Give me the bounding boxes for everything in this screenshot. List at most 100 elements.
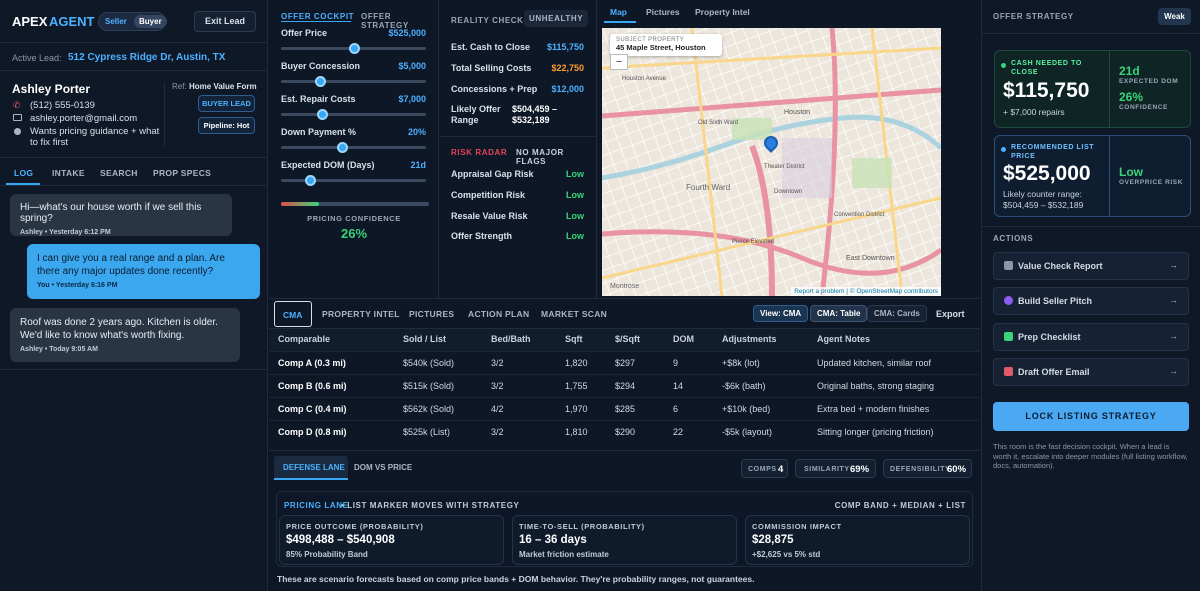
tab-search[interactable]: SEARCH: [100, 168, 138, 178]
lead-email[interactable]: ashley.porter@gmail.com: [30, 113, 138, 124]
table-row[interactable]: Comp B (0.6 mi) $515k (Sold) 3/2 1,755 $294 1…: [269, 374, 980, 397]
tab-dom-vs-price[interactable]: DOM VS PRICE: [354, 463, 413, 472]
tab-defense-lane[interactable]: DEFENSE LANE: [274, 456, 348, 478]
export-button[interactable]: Export: [936, 309, 965, 319]
buyer-toggle[interactable]: Buyer: [134, 15, 167, 28]
strength-badge: Weak: [1158, 8, 1191, 25]
tab-action-plan[interactable]: ACTION PLAN: [468, 309, 530, 319]
resale-risk-value: Low: [566, 211, 584, 221]
tab-pictures-cma[interactable]: PICTURES: [409, 309, 455, 319]
slider-handle[interactable]: [305, 175, 316, 186]
tab-offer-strategy[interactable]: OFFER STRATEGY: [361, 12, 409, 30]
tab-cma-label: CMA: [283, 310, 303, 320]
slider-row: Down Payment % 20%: [281, 127, 426, 137]
table-row[interactable]: Comp D (0.8 mi) $525k (List) 3/2 1,810 $290 2…: [269, 420, 980, 443]
slider-track[interactable]: [281, 43, 426, 54]
tab-property-intel[interactable]: Property Intel: [695, 7, 750, 17]
slider-handle[interactable]: [348, 43, 360, 54]
tab-property-intel-cma[interactable]: PROPERTY INTEL: [322, 309, 400, 319]
message-outgoing: I can give you a real range and a plan. …: [27, 244, 260, 299]
tab-pictures[interactable]: Pictures: [646, 7, 680, 17]
table-cell: Comp D (0.8 mi): [278, 427, 347, 437]
map-view[interactable]: Houston Fourth Ward Theater District Dow…: [602, 28, 941, 296]
buyer-lead-badge[interactable]: BUYER LEAD: [198, 95, 255, 112]
value-check-report-button[interactable]: Value Check Report →: [993, 252, 1189, 280]
tab-cma[interactable]: CMA: [274, 301, 312, 327]
likely-offer-value: $504,459 – $532,189: [512, 104, 558, 125]
slider-track[interactable]: [281, 142, 426, 153]
phone-icon: ✆: [13, 100, 21, 110]
strategy-title: OFFER STRATEGY: [993, 12, 1074, 21]
likely-offer-label: Likely Offer Range: [451, 104, 501, 125]
table-cell: $540k (Sold): [403, 358, 455, 368]
cash-needed-value: $115,750: [1003, 79, 1090, 102]
defensibility-stat: DEFENSIBILITY 60%: [883, 459, 972, 478]
cma-cards-button[interactable]: CMA: Cards: [867, 305, 927, 322]
commission-label: COMMISSION IMPACT: [752, 522, 842, 531]
resale-risk-label: Resale Value Risk: [451, 211, 528, 221]
concessions-value: $12,000: [551, 84, 584, 94]
slider-handle[interactable]: [316, 109, 328, 120]
exit-lead-button[interactable]: Exit Lead: [194, 11, 256, 32]
health-status-badge: UNHEALTHY: [524, 10, 589, 27]
tab-prop-specs[interactable]: PROP SPECS: [153, 168, 212, 178]
slider-track[interactable]: [281, 109, 426, 120]
table-cell: +$8k (lot): [722, 358, 760, 368]
slider-handle[interactable]: [336, 142, 348, 153]
slider-label: Buyer Concession: [281, 61, 361, 71]
offer-cockpit-panel: OFFER COCKPIT OFFER STRATEGY Offer Price…: [269, 0, 439, 298]
column-header[interactable]: DOM: [673, 334, 694, 344]
build-seller-pitch-button[interactable]: Build Seller Pitch →: [993, 287, 1189, 315]
competition-risk-value: Low: [566, 190, 584, 200]
tab-defense-lane-label: DEFENSE LANE: [283, 463, 345, 472]
active-lead-label: Active Lead:: [12, 53, 62, 63]
column-header[interactable]: Agent Notes: [817, 334, 871, 344]
column-header[interactable]: $/Sqft: [615, 334, 641, 344]
arrow-right-icon: →: [1169, 331, 1178, 341]
tab-offer-cockpit[interactable]: OFFER COCKPIT: [281, 12, 355, 21]
column-header[interactable]: Comparable: [278, 334, 331, 344]
zoom-out-button[interactable]: −: [610, 54, 628, 70]
view-cma-button[interactable]: View: CMA: [753, 305, 809, 322]
comps-value: 4: [778, 464, 784, 475]
subject-property-card[interactable]: SUBJECT PROPERTY 45 Maple Street, Housto…: [610, 34, 722, 61]
role-toggle: Seller Buyer: [98, 12, 167, 31]
table-cell: 6: [673, 404, 679, 414]
slider-track[interactable]: [281, 76, 426, 87]
cma-table-button[interactable]: CMA: Table: [810, 305, 868, 322]
tab-log[interactable]: LOG: [14, 168, 34, 178]
lead-phone[interactable]: (512) 555-0139: [30, 100, 95, 111]
column-header[interactable]: Bed/Bath: [491, 334, 531, 344]
active-lead-address[interactable]: 512 Cypress Ridge Dr, Austin, TX: [68, 52, 226, 63]
column-header[interactable]: Sold / List: [403, 334, 447, 344]
slider-handle[interactable]: [315, 76, 327, 87]
seller-toggle[interactable]: Seller: [105, 17, 127, 26]
table-cell: $290: [615, 427, 636, 437]
column-header[interactable]: Sqft: [565, 334, 583, 344]
lock-listing-strategy-button[interactable]: LOCK LISTING STRATEGY: [993, 402, 1189, 431]
table-cell: -$5k (layout): [722, 427, 773, 437]
tab-market-scan[interactable]: MARKET SCAN: [541, 309, 608, 319]
confidence-summary-value: 26%: [1119, 90, 1144, 104]
map-place-label: Montrose: [610, 283, 639, 290]
table-row[interactable]: Comp C (0.4 mi) $562k (Sold) 4/2 1,970 $285 6…: [269, 397, 980, 420]
time-to-sell-card: TIME-TO-SELL (PROBABILITY) 16 – 36 days …: [512, 515, 737, 565]
action-label: Prep Checklist: [1018, 332, 1081, 342]
tab-intake[interactable]: INTAKE: [52, 168, 85, 178]
slider-track[interactable]: [281, 175, 426, 186]
concessions-label: Concessions + Prep: [451, 84, 538, 94]
column-header[interactable]: Adjustments: [722, 334, 777, 344]
selling-costs-label: Total Selling Costs: [451, 63, 532, 73]
slider-value: 21d: [410, 160, 426, 170]
cash-to-close-value: $115,750: [546, 42, 584, 52]
map-place-label: East Downtown: [846, 255, 895, 262]
pipeline-badge[interactable]: Pipeline: Hot: [198, 117, 255, 134]
table-row[interactable]: Comp A (0.3 mi) $540k (Sold) 3/2 1,820 $297 9…: [269, 351, 980, 374]
draft-offer-email-button[interactable]: Draft Offer Email →: [993, 358, 1189, 386]
prep-checklist-button[interactable]: Prep Checklist →: [993, 323, 1189, 351]
commission-card: COMMISSION IMPACT $28,875 +$2,625 vs 5% …: [745, 515, 970, 565]
map-attribution[interactable]: Report a problem | © OpenStreetMap contr…: [791, 287, 941, 296]
commission-sub: +$2,625 vs 5% std: [752, 550, 821, 559]
tab-map[interactable]: Map: [610, 7, 627, 17]
pricing-lane-title: PRICING LANE: [284, 501, 349, 510]
